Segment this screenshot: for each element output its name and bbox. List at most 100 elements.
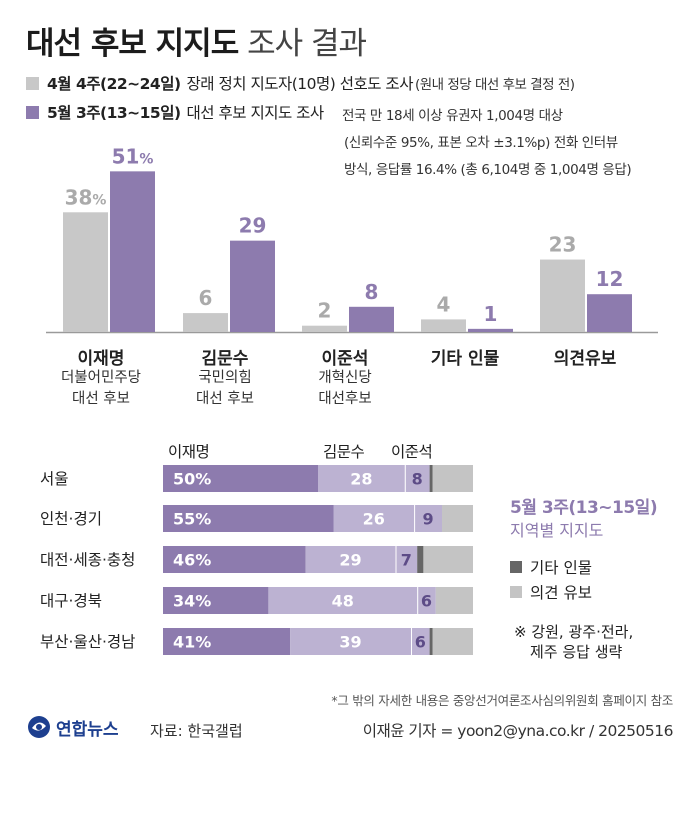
label-may-1: 29 bbox=[239, 214, 267, 238]
legend-reserve-swatch bbox=[510, 586, 522, 598]
segment-1-1 bbox=[333, 505, 415, 532]
bar-may-1 bbox=[230, 240, 275, 332]
segment-label-1-1: 26 bbox=[363, 510, 385, 529]
label-may-3: 1 bbox=[484, 302, 498, 326]
candidate-name: 김문수 bbox=[201, 349, 249, 369]
legend-april-note: (원내 정당 대선 후보 결정 전) bbox=[414, 77, 575, 93]
side-note-line: ※ 강원, 광주·전라, bbox=[514, 623, 634, 641]
bar-may-4 bbox=[587, 294, 632, 332]
survey-note-line: (신뢰수준 95%, 표본 오차 ±3.1%p) 전화 인터뷰 bbox=[344, 135, 618, 151]
segment-4-2 bbox=[423, 546, 473, 573]
segment-label-0-0: 50% bbox=[173, 470, 211, 489]
segment-2-0 bbox=[404, 465, 430, 492]
logo-text: 연합뉴스 bbox=[56, 719, 119, 740]
segment-label-1-3: 48 bbox=[332, 592, 354, 611]
footnote: *그 밖의 자세한 내용은 중앙선거여론조사심의위원회 홈페이지 참조 bbox=[331, 693, 673, 708]
segment-label-0-2: 46% bbox=[173, 551, 211, 570]
side-note: ※ 강원, 광주·전라, 제주 응답 생략 bbox=[514, 622, 633, 662]
label-april-0: 38% bbox=[65, 185, 107, 209]
candidate-name: 이준석 bbox=[321, 349, 369, 369]
legend-may-swatch bbox=[26, 105, 39, 119]
segment-label-0-3: 34% bbox=[173, 592, 211, 611]
page-title: 대선 후보 지지도 조사 결과 bbox=[26, 18, 367, 63]
region-label: 인천·경기 bbox=[40, 510, 102, 528]
legend-april: 4월 4주(22~24일) 장래 정치 지도자(10명) 선호도 조사 (원내 … bbox=[26, 72, 575, 94]
segment-4-3 bbox=[435, 587, 473, 614]
legend-may-desc: 대선 후보 지지도 조사 bbox=[186, 104, 325, 122]
candidate-party: 개혁신당 bbox=[318, 370, 372, 386]
side-legend-reserve: 의견 유보 bbox=[510, 581, 592, 603]
bar-may-0 bbox=[110, 171, 155, 332]
survey-note: 전국 만 18세 이상 유권자 1,004명 대상 (신뢰수준 95%, 표본 … bbox=[342, 103, 632, 184]
region-label: 대전·세종·충청 bbox=[40, 551, 135, 569]
segment-0-2 bbox=[163, 546, 306, 573]
bar-may-2 bbox=[349, 306, 394, 332]
bar-april-4 bbox=[540, 259, 585, 332]
label-april-4: 23 bbox=[549, 233, 577, 257]
side-subtitle: 지역별 지지도 bbox=[510, 521, 604, 540]
segment-1-2 bbox=[305, 546, 396, 573]
segment-2-3 bbox=[417, 587, 436, 614]
segment-label-2-4: 6 bbox=[415, 633, 426, 652]
candidate-role: 대선후보 bbox=[318, 391, 372, 407]
side-note-line: 제주 응답 생략 bbox=[530, 643, 623, 661]
segment-1-4 bbox=[290, 628, 411, 655]
survey-note-line: 전국 만 18세 이상 유권자 1,004명 대상 bbox=[342, 108, 563, 124]
segment-0-1 bbox=[163, 505, 334, 532]
segment-label-2-2: 7 bbox=[401, 551, 412, 570]
side-title: 5월 3주(13~15일) bbox=[510, 498, 658, 518]
segment-4-4 bbox=[432, 628, 473, 655]
segment-label-1-0: 28 bbox=[350, 470, 372, 489]
candidate-party: 국민의힘 bbox=[198, 370, 252, 386]
bar-april-3 bbox=[421, 319, 466, 332]
legend-april-swatch bbox=[26, 76, 39, 90]
segment-3-2 bbox=[417, 546, 424, 573]
legend-april-label: 4월 4주(22~24일) bbox=[47, 75, 181, 93]
regional-header-junseok: 이준석 bbox=[391, 443, 433, 461]
candidate-name: 기타 인물 bbox=[430, 349, 500, 369]
segment-2-4 bbox=[411, 628, 430, 655]
segment-divider bbox=[404, 465, 406, 492]
legend-other-label: 기타 인물 bbox=[530, 559, 592, 577]
label-april-2: 2 bbox=[318, 299, 332, 323]
national-bar-chart: 38%51% 6 29 2 8 4 1 23 12 bbox=[46, 144, 658, 334]
legend-other-swatch bbox=[510, 561, 522, 573]
segment-0-0 bbox=[163, 465, 318, 492]
label-may-2: 8 bbox=[365, 280, 379, 304]
legend-april-desc: 장래 정치 지도자(10명) 선호도 조사 bbox=[186, 75, 414, 93]
reporter-credit: 이재윤 기자 = yoon2@yna.co.kr / 20250516 bbox=[362, 722, 674, 740]
title-bold: 대선 후보 지지도 bbox=[26, 26, 239, 62]
legend-reserve-label: 의견 유보 bbox=[530, 584, 592, 602]
bar-april-1 bbox=[183, 313, 228, 332]
side-legend-other: 기타 인물 bbox=[510, 556, 592, 578]
survey-note-line: 방식, 응답률 16.4% (총 6,104명 중 1,004명 응답) bbox=[344, 162, 632, 178]
segment-label-2-0: 8 bbox=[412, 470, 423, 489]
segment-label-2-1: 9 bbox=[422, 510, 433, 529]
legend-may-label: 5월 3주(13~15일) bbox=[47, 104, 181, 122]
yonhap-logo: 연합뉴스 bbox=[26, 714, 119, 740]
segment-divider bbox=[411, 628, 412, 655]
candidate-name: 이재명 bbox=[77, 349, 125, 369]
label-may-0: 51% bbox=[112, 144, 154, 168]
bar-may-3 bbox=[468, 328, 513, 332]
region-label: 대구·경북 bbox=[40, 592, 102, 610]
segment-divider bbox=[395, 546, 397, 573]
segment-label-0-4: 41% bbox=[173, 633, 211, 652]
bar-april-0 bbox=[63, 212, 108, 332]
segment-0-4 bbox=[163, 628, 291, 655]
data-source: 자료: 한국갤럽 bbox=[150, 722, 243, 740]
candidate-party: 더불어민주당 bbox=[60, 370, 142, 386]
segment-2-1 bbox=[414, 505, 442, 532]
candidate-role: 대선 후보 bbox=[196, 391, 254, 407]
label-april-1: 6 bbox=[199, 286, 213, 310]
segment-divider bbox=[417, 587, 419, 614]
segment-1-3 bbox=[268, 587, 418, 614]
segment-label-0-1: 55% bbox=[173, 510, 211, 529]
segment-0-3 bbox=[163, 587, 269, 614]
segment-label-1-2: 29 bbox=[339, 551, 361, 570]
region-label: 부산·울산·경남 bbox=[40, 633, 135, 651]
segment-2-2 bbox=[395, 546, 418, 573]
segment-label-1-4: 39 bbox=[339, 633, 361, 652]
segment-4-0 bbox=[432, 465, 473, 492]
segment-3-0 bbox=[429, 465, 433, 492]
